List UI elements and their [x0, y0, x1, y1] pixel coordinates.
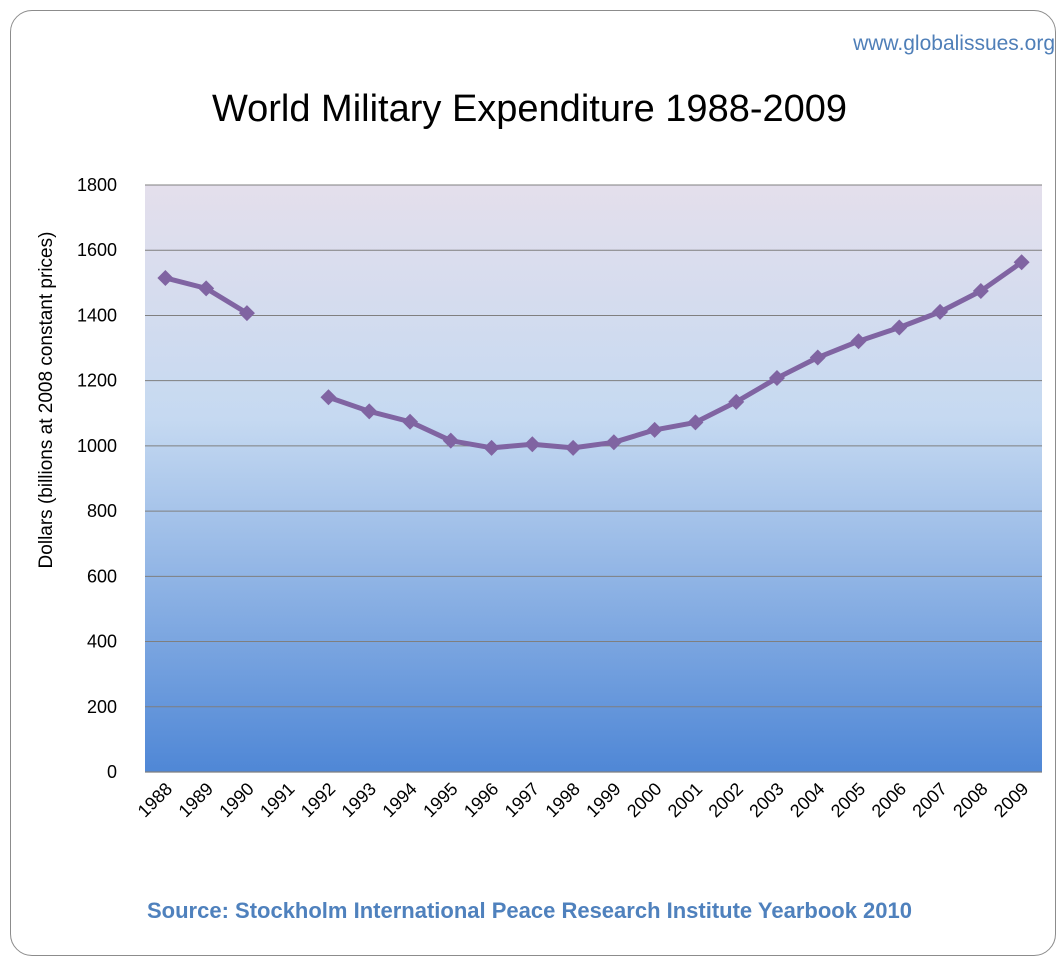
x-tick-label: 1998: [541, 779, 583, 821]
plot-area: [145, 185, 1042, 772]
y-tick-label: 1200: [77, 371, 117, 391]
data-point-marker: [972, 282, 989, 299]
data-point-marker: [809, 349, 826, 366]
y-tick-label: 1600: [77, 240, 117, 260]
data-point-marker: [524, 436, 541, 453]
x-tick-label: 1995: [419, 779, 461, 821]
x-tick-label: 1990: [215, 779, 257, 821]
data-point-marker: [361, 403, 378, 420]
data-point-marker: [565, 439, 582, 456]
y-axis-ticks: 0 200 400 600 800 1000 1200 1400 1600 1800: [77, 175, 117, 782]
y-tick-label: 600: [87, 566, 117, 586]
data-point-marker: [442, 432, 459, 449]
y-tick-label: 1800: [77, 175, 117, 195]
x-tick-label: 2004: [786, 779, 828, 821]
x-tick-label: 1997: [501, 779, 543, 821]
x-tick-label: 1989: [175, 779, 217, 821]
source-note: Source: Stockholm International Peace Re…: [147, 898, 912, 923]
x-tick-label: 2007: [908, 779, 950, 821]
x-tick-label: 2003: [745, 779, 787, 821]
y-tick-label: 200: [87, 697, 117, 717]
x-tick-label: 1991: [256, 779, 298, 821]
x-tick-label: 2009: [990, 779, 1032, 821]
x-tick-label: 1999: [582, 779, 624, 821]
chart-title: World Military Expenditure 1988-2009: [211, 88, 848, 130]
x-tick-label: 1988: [134, 779, 176, 821]
data-point-marker: [891, 319, 908, 336]
data-point-marker: [483, 439, 500, 456]
data-point-marker: [320, 389, 337, 406]
x-tick-label: 2002: [705, 779, 747, 821]
data-point-marker: [402, 413, 419, 430]
data-point-marker: [605, 434, 622, 451]
data-point-marker: [157, 269, 174, 286]
x-tick-label: 1996: [460, 779, 502, 821]
x-tick-label: 1992: [297, 779, 339, 821]
data-point-marker: [238, 305, 255, 322]
y-tick-label: 800: [87, 501, 117, 521]
x-axis-ticks: 1988198919901991199219931994199519961997…: [134, 779, 1033, 821]
data-point-marker: [646, 421, 663, 438]
x-tick-label: 2000: [623, 779, 665, 821]
data-point-marker: [198, 280, 215, 297]
x-tick-label: 2006: [868, 779, 910, 821]
series-markers: [157, 254, 1030, 456]
data-point-marker: [687, 414, 704, 431]
data-point-marker: [768, 370, 785, 387]
data-point-marker: [850, 333, 867, 350]
gridlines: [145, 184, 1042, 773]
y-tick-label: 400: [87, 632, 117, 652]
y-tick-label: 0: [107, 762, 117, 782]
y-tick-label: 1000: [77, 436, 117, 456]
data-point-marker: [728, 393, 745, 410]
x-tick-label: 1994: [378, 779, 420, 821]
y-tick-label: 1400: [77, 305, 117, 325]
x-tick-label: 2008: [949, 779, 991, 821]
data-point-marker: [932, 303, 949, 320]
watermark-text: www.globalissues.org: [853, 32, 1055, 55]
x-tick-label: 2005: [827, 779, 869, 821]
y-axis-label: Dollars (billions at 2008 constant price…: [36, 232, 57, 569]
series-line-segment: [327, 260, 1024, 451]
x-tick-label: 1993: [338, 779, 380, 821]
data-point-marker: [1013, 254, 1030, 271]
x-tick-label: 2001: [664, 779, 706, 821]
